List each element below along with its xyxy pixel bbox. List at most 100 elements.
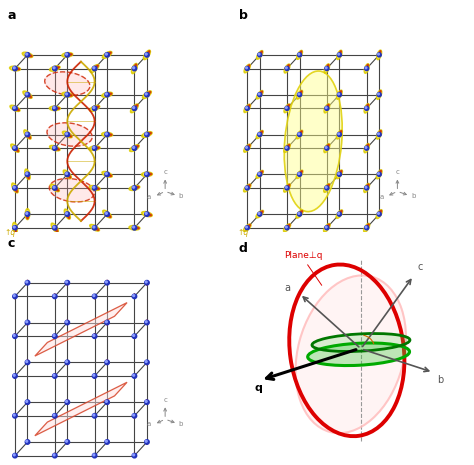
Ellipse shape bbox=[27, 54, 32, 57]
Circle shape bbox=[65, 400, 70, 405]
Ellipse shape bbox=[90, 105, 100, 112]
Ellipse shape bbox=[13, 185, 17, 191]
Circle shape bbox=[245, 226, 249, 230]
Circle shape bbox=[65, 360, 70, 365]
Ellipse shape bbox=[130, 104, 138, 113]
Circle shape bbox=[106, 133, 107, 135]
Circle shape bbox=[92, 453, 97, 458]
Ellipse shape bbox=[300, 211, 302, 214]
Ellipse shape bbox=[379, 91, 381, 94]
Circle shape bbox=[26, 400, 27, 402]
Circle shape bbox=[133, 106, 135, 108]
Circle shape bbox=[13, 146, 15, 148]
Circle shape bbox=[92, 413, 97, 418]
Circle shape bbox=[258, 93, 262, 97]
Ellipse shape bbox=[327, 184, 329, 188]
Ellipse shape bbox=[247, 185, 250, 188]
Ellipse shape bbox=[324, 144, 330, 153]
Ellipse shape bbox=[379, 51, 381, 55]
Circle shape bbox=[298, 133, 300, 135]
Ellipse shape bbox=[104, 53, 110, 57]
Ellipse shape bbox=[91, 106, 98, 110]
Circle shape bbox=[285, 226, 287, 228]
Circle shape bbox=[26, 93, 27, 95]
Circle shape bbox=[93, 186, 95, 188]
Ellipse shape bbox=[247, 65, 250, 68]
Ellipse shape bbox=[144, 173, 150, 176]
Circle shape bbox=[285, 186, 287, 188]
Ellipse shape bbox=[107, 93, 112, 95]
Circle shape bbox=[53, 374, 57, 378]
Ellipse shape bbox=[104, 212, 110, 216]
Text: a: a bbox=[7, 9, 16, 22]
Circle shape bbox=[285, 106, 289, 110]
Ellipse shape bbox=[142, 212, 152, 217]
Ellipse shape bbox=[256, 170, 264, 178]
Circle shape bbox=[145, 280, 149, 285]
Ellipse shape bbox=[147, 214, 152, 216]
Circle shape bbox=[146, 93, 147, 95]
Ellipse shape bbox=[365, 225, 368, 231]
Ellipse shape bbox=[9, 66, 20, 71]
Circle shape bbox=[13, 226, 15, 228]
Circle shape bbox=[93, 334, 95, 336]
Ellipse shape bbox=[135, 105, 137, 108]
Ellipse shape bbox=[13, 222, 18, 233]
Circle shape bbox=[25, 53, 30, 57]
Circle shape bbox=[65, 280, 70, 285]
Ellipse shape bbox=[14, 225, 16, 231]
Ellipse shape bbox=[55, 228, 58, 232]
Ellipse shape bbox=[92, 226, 98, 230]
Ellipse shape bbox=[147, 51, 150, 55]
Circle shape bbox=[25, 400, 30, 405]
Ellipse shape bbox=[298, 92, 301, 97]
Circle shape bbox=[25, 93, 30, 97]
Ellipse shape bbox=[12, 183, 18, 193]
Circle shape bbox=[132, 146, 137, 150]
Circle shape bbox=[258, 133, 260, 135]
Ellipse shape bbox=[22, 52, 33, 58]
Ellipse shape bbox=[287, 65, 289, 68]
Polygon shape bbox=[35, 382, 127, 436]
Circle shape bbox=[145, 400, 149, 405]
Circle shape bbox=[258, 133, 262, 137]
Circle shape bbox=[133, 146, 135, 148]
Circle shape bbox=[365, 226, 369, 230]
Circle shape bbox=[92, 146, 97, 150]
Circle shape bbox=[93, 67, 95, 69]
Circle shape bbox=[105, 212, 109, 216]
Circle shape bbox=[53, 106, 57, 111]
Circle shape bbox=[92, 334, 97, 339]
Ellipse shape bbox=[101, 132, 113, 137]
Ellipse shape bbox=[52, 146, 58, 150]
Text: q: q bbox=[254, 383, 262, 393]
Ellipse shape bbox=[257, 212, 262, 216]
Circle shape bbox=[92, 186, 97, 190]
Circle shape bbox=[53, 454, 55, 456]
Ellipse shape bbox=[55, 148, 59, 150]
Ellipse shape bbox=[337, 90, 342, 99]
Ellipse shape bbox=[376, 170, 382, 179]
Ellipse shape bbox=[27, 135, 30, 139]
Ellipse shape bbox=[247, 145, 250, 148]
Ellipse shape bbox=[338, 52, 341, 58]
Circle shape bbox=[66, 400, 67, 402]
Ellipse shape bbox=[366, 144, 369, 148]
Circle shape bbox=[25, 280, 30, 285]
Ellipse shape bbox=[337, 172, 341, 177]
Circle shape bbox=[146, 281, 147, 283]
Ellipse shape bbox=[25, 169, 30, 179]
Ellipse shape bbox=[89, 186, 100, 191]
Circle shape bbox=[132, 226, 137, 230]
Ellipse shape bbox=[297, 50, 302, 60]
Circle shape bbox=[285, 226, 289, 230]
Ellipse shape bbox=[285, 146, 289, 151]
Ellipse shape bbox=[366, 104, 369, 108]
Circle shape bbox=[53, 146, 55, 148]
Ellipse shape bbox=[327, 224, 329, 228]
Circle shape bbox=[93, 414, 95, 416]
Ellipse shape bbox=[55, 107, 60, 109]
Circle shape bbox=[365, 106, 369, 110]
Circle shape bbox=[145, 320, 149, 325]
Circle shape bbox=[365, 186, 369, 190]
